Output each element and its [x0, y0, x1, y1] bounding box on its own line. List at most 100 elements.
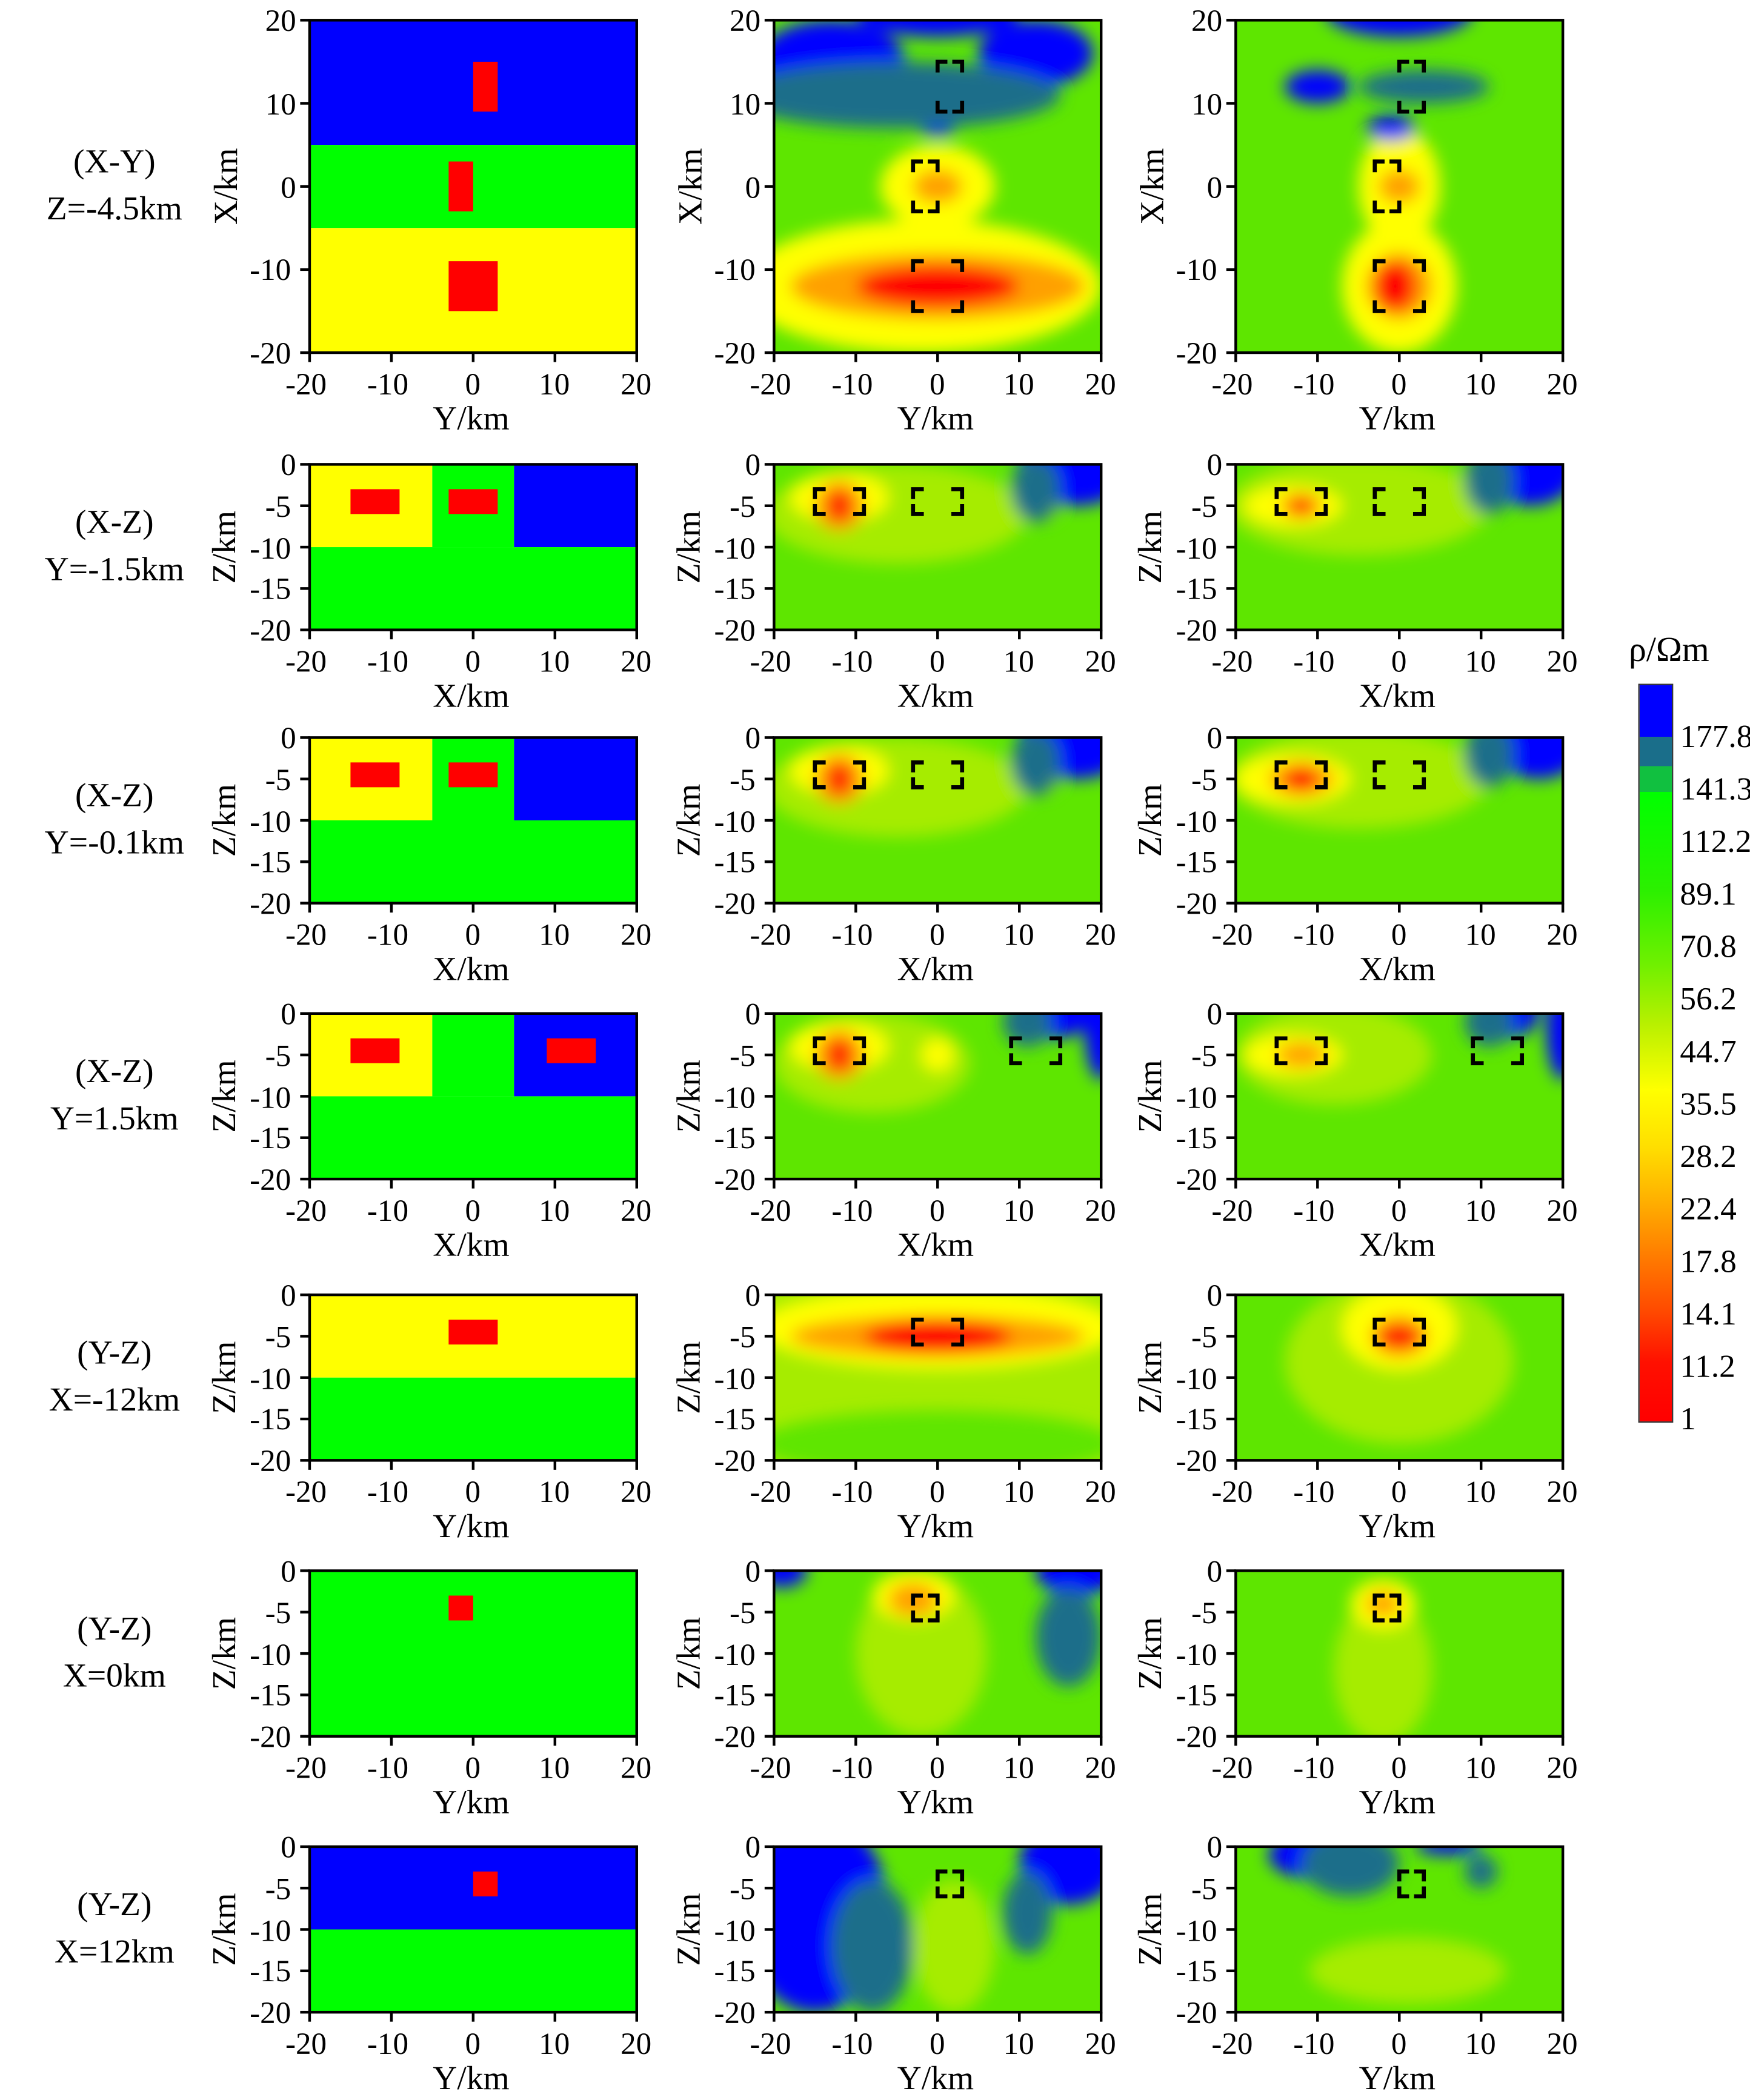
resistivity-feature: [1276, 1042, 1326, 1068]
anomaly-block: [350, 489, 400, 514]
y-axis-label: Z/km: [671, 1340, 708, 1414]
anomaly-block: [448, 261, 498, 311]
anomaly-block: [448, 762, 498, 788]
colorbar-title: ρ/Ωm: [1629, 630, 1709, 670]
y-axis-label: Z/km: [207, 1340, 244, 1414]
x-tick-label: -20: [1211, 1751, 1253, 1785]
x-tick-label: 0: [465, 645, 481, 679]
y-axis-label: Z/km: [671, 1059, 708, 1132]
anomaly-block: [448, 1320, 498, 1345]
anomaly-block: [547, 1038, 596, 1063]
y-tick-label: 0: [281, 997, 296, 1031]
x-tick-label: -10: [367, 1751, 409, 1785]
x-tick-label: -10: [831, 367, 873, 402]
y-tick-label: -15: [1176, 1955, 1217, 1989]
x-tick-label: 0: [465, 2027, 481, 2061]
y-tick-label: 10: [1191, 87, 1223, 121]
x-tick-label: 0: [929, 918, 945, 952]
resistivity-feature: [1546, 1013, 1563, 1080]
panel-inv1: [764, 1845, 1103, 2022]
y-tick-label: 0: [281, 721, 296, 756]
x-tick-label: -10: [1293, 1475, 1335, 1509]
y-tick-label: 20: [730, 4, 761, 38]
colorbar-label: 11.2: [1680, 1350, 1735, 1385]
anomaly-outline-bracket: [1397, 59, 1426, 114]
panel-inv2: [1226, 1569, 1565, 1746]
y-tick-label: -10: [1176, 1080, 1217, 1114]
y-tick-label: 0: [745, 1554, 761, 1589]
x-tick-label: -10: [367, 918, 409, 952]
x-tick-label: -10: [831, 1751, 873, 1785]
anomaly-outline-bracket: [1372, 760, 1426, 789]
x-tick-label: -10: [367, 1194, 409, 1228]
row-label-plane: (X-Y): [73, 143, 156, 180]
x-tick-label: 0: [1391, 1475, 1407, 1509]
y-tick-label: -5: [1191, 1872, 1217, 1906]
anomaly-outline-bracket: [935, 1869, 965, 1899]
resistivity-feature: [1309, 1938, 1506, 2004]
x-tick-label: 10: [1465, 1194, 1496, 1228]
y-tick-label: -20: [250, 886, 291, 921]
y-tick-label: -10: [714, 253, 756, 287]
y-tick-label: -20: [1176, 1444, 1217, 1478]
x-tick-label: 10: [1003, 367, 1034, 402]
y-tick-label: -20: [1176, 1163, 1217, 1197]
x-tick-label: -20: [750, 1475, 791, 1509]
resistivity-feature: [1285, 766, 1318, 792]
y-tick-label: -15: [250, 572, 291, 606]
y-tick-label: 0: [745, 1830, 761, 1864]
anomaly-block: [448, 161, 473, 211]
y-tick-label: -10: [714, 531, 756, 565]
y-tick-label: -20: [250, 1444, 291, 1478]
x-tick-label: 10: [1003, 645, 1034, 679]
y-axis-label: Z/km: [671, 1616, 708, 1690]
y-tick-label: -5: [730, 1320, 756, 1354]
y-tick-label: 10: [730, 87, 761, 121]
colorbar-label: 22.4: [1680, 1192, 1737, 1228]
y-tick-label: -5: [265, 1872, 291, 1906]
resistivity-feature: [1334, 1595, 1432, 1736]
heatmap-plot: [764, 463, 1103, 640]
y-tick-label: -15: [1176, 1403, 1217, 1437]
y-tick-label: -15: [250, 1955, 291, 1989]
y-tick-label: -10: [714, 1913, 756, 1947]
resistivity-feature: [831, 1879, 913, 2013]
y-tick-label: 0: [281, 1830, 296, 1864]
y-tick-label: -15: [1176, 1678, 1217, 1713]
anomaly-outline-bracket: [911, 259, 965, 313]
resistivity-feature: [774, 1570, 807, 1587]
heatmap-plot: [1226, 736, 1565, 913]
y-tick-label: -20: [250, 1163, 291, 1197]
y-tick-label: -15: [714, 1403, 756, 1437]
x-tick-label: 10: [1003, 1194, 1034, 1228]
heatmap-plot: [300, 736, 638, 913]
resistivity-feature: [1465, 464, 1514, 514]
heatmap-plot: [764, 1569, 1103, 1746]
x-tick-label: -20: [1211, 2027, 1253, 2061]
y-tick-label: 20: [1191, 4, 1223, 38]
panel-inv2: [1226, 1293, 1565, 1470]
x-tick-label: 0: [465, 918, 481, 952]
x-tick-label: 0: [1391, 367, 1407, 402]
x-tick-label: 10: [1465, 367, 1496, 402]
heatmap-plot: [1226, 1845, 1565, 2022]
y-tick-label: -5: [730, 763, 756, 797]
x-axis-label: Y/km: [897, 401, 974, 437]
x-tick-label: 10: [539, 645, 570, 679]
heatmap-plot: [300, 1845, 638, 2022]
x-tick-label: 0: [929, 1194, 945, 1228]
y-axis-label: Z/km: [1133, 1059, 1169, 1132]
y-tick-label: -10: [250, 1361, 291, 1395]
y-tick-label: -15: [714, 1955, 756, 1989]
y-tick-label: -10: [250, 1913, 291, 1947]
x-tick-label: 20: [1085, 1194, 1116, 1228]
panel-inv1: [764, 1293, 1103, 1470]
anomaly-block: [350, 762, 400, 788]
y-tick-label: 0: [1206, 448, 1223, 482]
y-tick-label: -20: [1176, 1720, 1217, 1754]
x-tick-label: -10: [831, 2027, 873, 2061]
y-tick-label: -20: [1176, 886, 1217, 921]
row-label-plane: (Y-Z): [77, 1334, 152, 1371]
resistivity-feature: [1329, 20, 1469, 37]
row-label-plane: (Y-Z): [77, 1610, 152, 1647]
